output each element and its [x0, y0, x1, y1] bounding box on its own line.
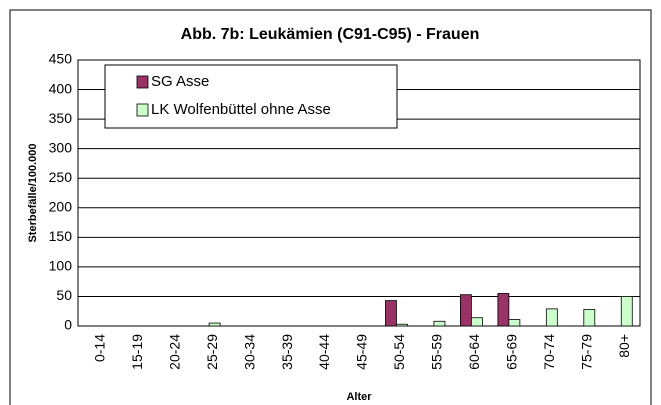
- y-tick-label: 200: [49, 198, 73, 214]
- bar: [620, 296, 633, 327]
- x-tick-label: 70-74: [541, 334, 557, 370]
- x-tick-label: 40-44: [316, 334, 332, 370]
- x-axis-label: Alter: [346, 391, 372, 403]
- x-tick-label: 15-19: [129, 334, 145, 370]
- y-tick-label: 350: [49, 110, 73, 126]
- x-tick-label: 25-29: [204, 334, 220, 370]
- x-tick-label: 75-79: [579, 334, 595, 370]
- y-axis-label: Sterbefälle/100.000: [27, 143, 39, 242]
- legend-label: SG Asse: [151, 73, 209, 90]
- bar: [385, 300, 397, 327]
- x-tick-label: 60-64: [466, 334, 482, 370]
- x-tick-label: 45-49: [354, 334, 370, 370]
- x-tick-label: 35-39: [279, 334, 295, 370]
- bar: [508, 319, 521, 327]
- bar: [470, 317, 483, 327]
- bar: [459, 294, 472, 327]
- x-tick-label: 80+: [616, 334, 632, 358]
- bar: [396, 323, 408, 327]
- y-tick-label: 400: [49, 80, 73, 96]
- bar: [545, 308, 558, 327]
- x-tick-label: 55-59: [429, 334, 445, 370]
- legend-label: LK Wolfenbüttel ohne Asse: [151, 101, 331, 118]
- y-tick-label: 50: [56, 287, 72, 303]
- bar: [497, 293, 510, 327]
- legend-box: [104, 64, 398, 129]
- y-tick-label: 300: [49, 139, 73, 155]
- legend-swatch: [136, 103, 149, 117]
- y-tick-label: 250: [49, 169, 73, 185]
- y-tick-label: 100: [49, 258, 73, 274]
- y-tick-label: 150: [49, 228, 73, 244]
- x-tick-label: 50-54: [391, 334, 407, 370]
- x-tick-label: 20-24: [166, 334, 182, 370]
- chart-title: Abb. 7b: Leukämien (C91-C95) - Frauen: [181, 26, 480, 43]
- bar: [583, 309, 596, 327]
- legend-swatch: [136, 75, 149, 89]
- x-tick-label: 65-69: [504, 334, 520, 370]
- bar: [208, 322, 221, 327]
- x-tick-label: 0-14: [91, 334, 107, 362]
- y-tick-label: 0: [64, 317, 72, 333]
- legend: SG Asse LK Wolfenbüttel ohne Asse: [104, 64, 398, 129]
- bar: [433, 320, 446, 327]
- y-tick-label: 450: [49, 51, 73, 67]
- x-tick-label: 30-34: [241, 334, 257, 370]
